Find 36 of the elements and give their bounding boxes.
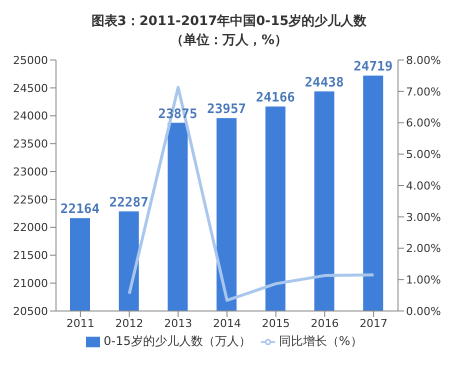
legend-label: 同比增长（%） bbox=[278, 334, 362, 348]
y-tick-label: 22500 bbox=[13, 193, 48, 206]
chart-title: 图表3：2011-2017年中国0-15岁的少儿人数（单位：万人，%） bbox=[90, 13, 368, 50]
y2-tick-label: 1.00% bbox=[406, 274, 441, 287]
x-tick-label: 2017 bbox=[360, 316, 388, 330]
x-tick-label: 2011 bbox=[66, 316, 94, 330]
y2-tick-label: 5.00% bbox=[406, 148, 441, 162]
y-tick-label: 25000 bbox=[13, 54, 48, 67]
y2-tick-label: 7.00% bbox=[406, 85, 441, 98]
x-tick-label: 2013 bbox=[164, 316, 192, 330]
data-label: 24166 bbox=[256, 90, 296, 106]
x-tick-label: 2014 bbox=[213, 316, 241, 330]
y-tick-label: 24000 bbox=[13, 110, 48, 123]
y-tick-label: 20500 bbox=[13, 304, 48, 318]
y-tick-label: 21500 bbox=[13, 249, 48, 262]
y-tick-label: 23500 bbox=[13, 138, 48, 151]
y-tick-label: 23000 bbox=[13, 165, 48, 178]
data-label: 22287 bbox=[109, 195, 148, 210]
x-tick-label: 2012 bbox=[115, 316, 144, 330]
data-label: 23875 bbox=[158, 106, 198, 122]
data-label: 24719 bbox=[354, 60, 393, 75]
data-label: 23957 bbox=[207, 102, 246, 118]
data-label: 24438 bbox=[304, 75, 344, 90]
y2-tick-label: 4.00% bbox=[406, 179, 441, 192]
x-tick-label: 2016 bbox=[310, 316, 339, 330]
y-tick-label: 24500 bbox=[13, 82, 48, 95]
y-tick-label: 22000 bbox=[13, 221, 48, 234]
y2-tick-label: 6.00% bbox=[406, 116, 441, 130]
data-label: 22164 bbox=[60, 202, 100, 218]
legend-label: 0-15岁的少儿人数（万人） bbox=[104, 334, 251, 348]
y2-tick-label: 3.00% bbox=[406, 210, 441, 224]
y-tick-label: 21000 bbox=[13, 277, 48, 290]
y2-tick-label: 0.00% bbox=[406, 304, 441, 318]
y2-tick-label: 8.00% bbox=[406, 54, 441, 67]
y2-tick-label: 2.00% bbox=[406, 242, 441, 256]
x-tick-label: 2015 bbox=[262, 316, 290, 330]
